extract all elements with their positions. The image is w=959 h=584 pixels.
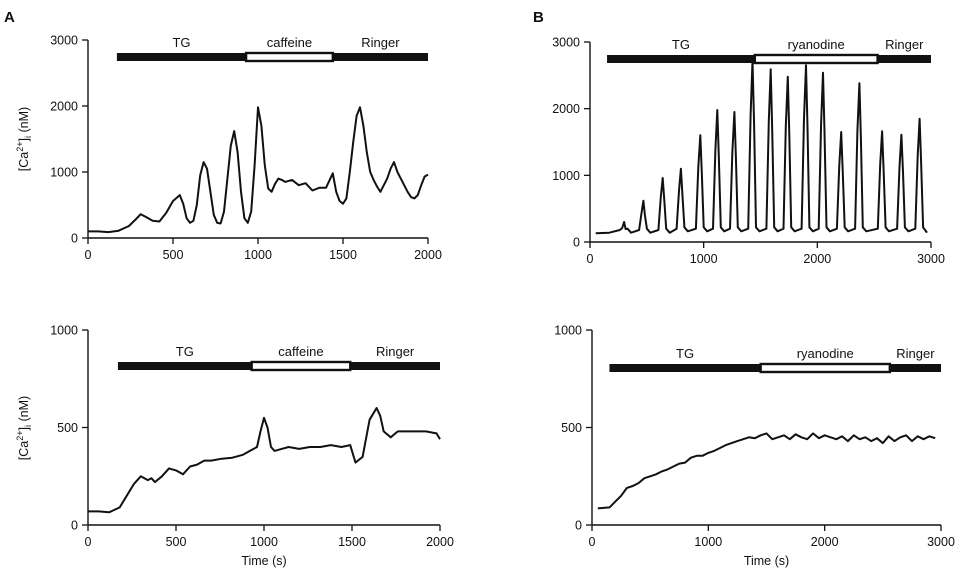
x-tick-label: 500 — [166, 535, 187, 549]
y-tick-label: 1000 — [50, 324, 78, 338]
y-tick-label: 3000 — [50, 34, 78, 48]
treatment-bar-ryanodine — [759, 362, 892, 374]
x-tick-label: 1500 — [329, 248, 357, 262]
x-tick-label: 3000 — [917, 252, 945, 266]
calcium-trace — [595, 59, 928, 235]
y-tick-label: 0 — [573, 236, 580, 250]
x-tick-label: 0 — [589, 535, 596, 549]
y-tick-label: 2000 — [552, 102, 580, 116]
calcium-trace — [597, 432, 936, 510]
y-tick-label: 1000 — [552, 169, 580, 183]
treatment-bar-ringer — [332, 53, 428, 61]
y-axis-label: [Ca2+]i (nM) — [15, 396, 33, 460]
y-tick-label: 0 — [575, 519, 582, 533]
panel-b-top: 0 1000 2000 3000 0 1000 2000 3000 TG ryanodine Rin… — [552, 36, 945, 267]
y-tick-label: 0 — [71, 519, 78, 533]
treatment-bar-tg — [117, 362, 252, 370]
calcium-trace — [88, 407, 441, 514]
x-tick-label: 1000 — [244, 248, 272, 262]
treatment-label-ringer: Ringer — [361, 35, 400, 50]
x-tick-label: 2000 — [426, 535, 454, 549]
treatment-bar-caffeine — [244, 51, 335, 63]
x-tick-label: 500 — [163, 248, 184, 262]
y-axis-label: [Ca2+]i (nM) — [15, 107, 33, 171]
x-axis-label: Time (s) — [744, 554, 789, 568]
treatment-bar-ringer — [889, 364, 941, 372]
treatment-label-ringer: Ringer — [896, 346, 935, 361]
x-tick-label: 2000 — [803, 252, 831, 266]
treatment-label-tg: TG — [172, 35, 190, 50]
treatment-bar-ryanodine — [753, 53, 879, 65]
treatment-bar-tg — [609, 364, 761, 372]
treatment-label-ryanodine: ryanodine — [788, 37, 845, 52]
panel-a-letter: A — [4, 9, 15, 26]
treatment-label-tg: TG — [176, 344, 194, 359]
y-tick-label: 0 — [71, 232, 78, 246]
y-tick-label: 1000 — [50, 166, 78, 180]
x-tick-label: 0 — [587, 252, 594, 266]
treatment-label-ryanodine: ryanodine — [797, 346, 854, 361]
treatment-bar-ringer — [350, 362, 440, 370]
calcium-trace — [88, 106, 429, 234]
x-axis-label: Time (s) — [241, 554, 286, 568]
treatment-label-tg: TG — [676, 346, 694, 361]
treatment-label-caffeine: caffeine — [278, 344, 323, 359]
treatment-label-caffeine: caffeine — [267, 35, 312, 50]
panel-b-letter: B — [533, 9, 544, 26]
y-tick-label: 500 — [57, 421, 78, 435]
treatment-bar-ringer — [877, 55, 931, 63]
y-tick-label: 3000 — [552, 36, 580, 50]
treatment-bar-tg — [116, 53, 247, 61]
treatment-label-ringer: Ringer — [885, 37, 924, 52]
treatment-label-ringer: Ringer — [376, 344, 415, 359]
panel-b-bottom: 0 500 1000 0 1000 2000 3000 Time (s) TG ryanodine… — [554, 324, 955, 569]
treatment-label-tg: TG — [672, 37, 690, 52]
x-tick-label: 3000 — [927, 535, 955, 549]
x-tick-label: 1500 — [338, 535, 366, 549]
x-tick-label: 1000 — [690, 252, 718, 266]
x-tick-label: 1000 — [250, 535, 278, 549]
y-tick-label: 500 — [561, 421, 582, 435]
x-tick-label: 2000 — [811, 535, 839, 549]
panel-a-bottom: 0 500 1000 0 500 1000 1500 2000 Time (s) [Ca2+]i … — [15, 324, 454, 569]
treatment-bar-caffeine — [250, 360, 352, 372]
y-tick-label: 2000 — [50, 100, 78, 114]
y-tick-label: 1000 — [554, 324, 582, 338]
x-tick-label: 1000 — [694, 535, 722, 549]
panel-a-top: 0 1000 2000 3000 0 500 1000 1500 2000 [Ca2+]i (nM… — [15, 34, 442, 263]
x-tick-label: 0 — [85, 248, 92, 262]
x-tick-label: 2000 — [414, 248, 442, 262]
x-tick-label: 0 — [85, 535, 92, 549]
treatment-bar-tg — [607, 55, 755, 63]
